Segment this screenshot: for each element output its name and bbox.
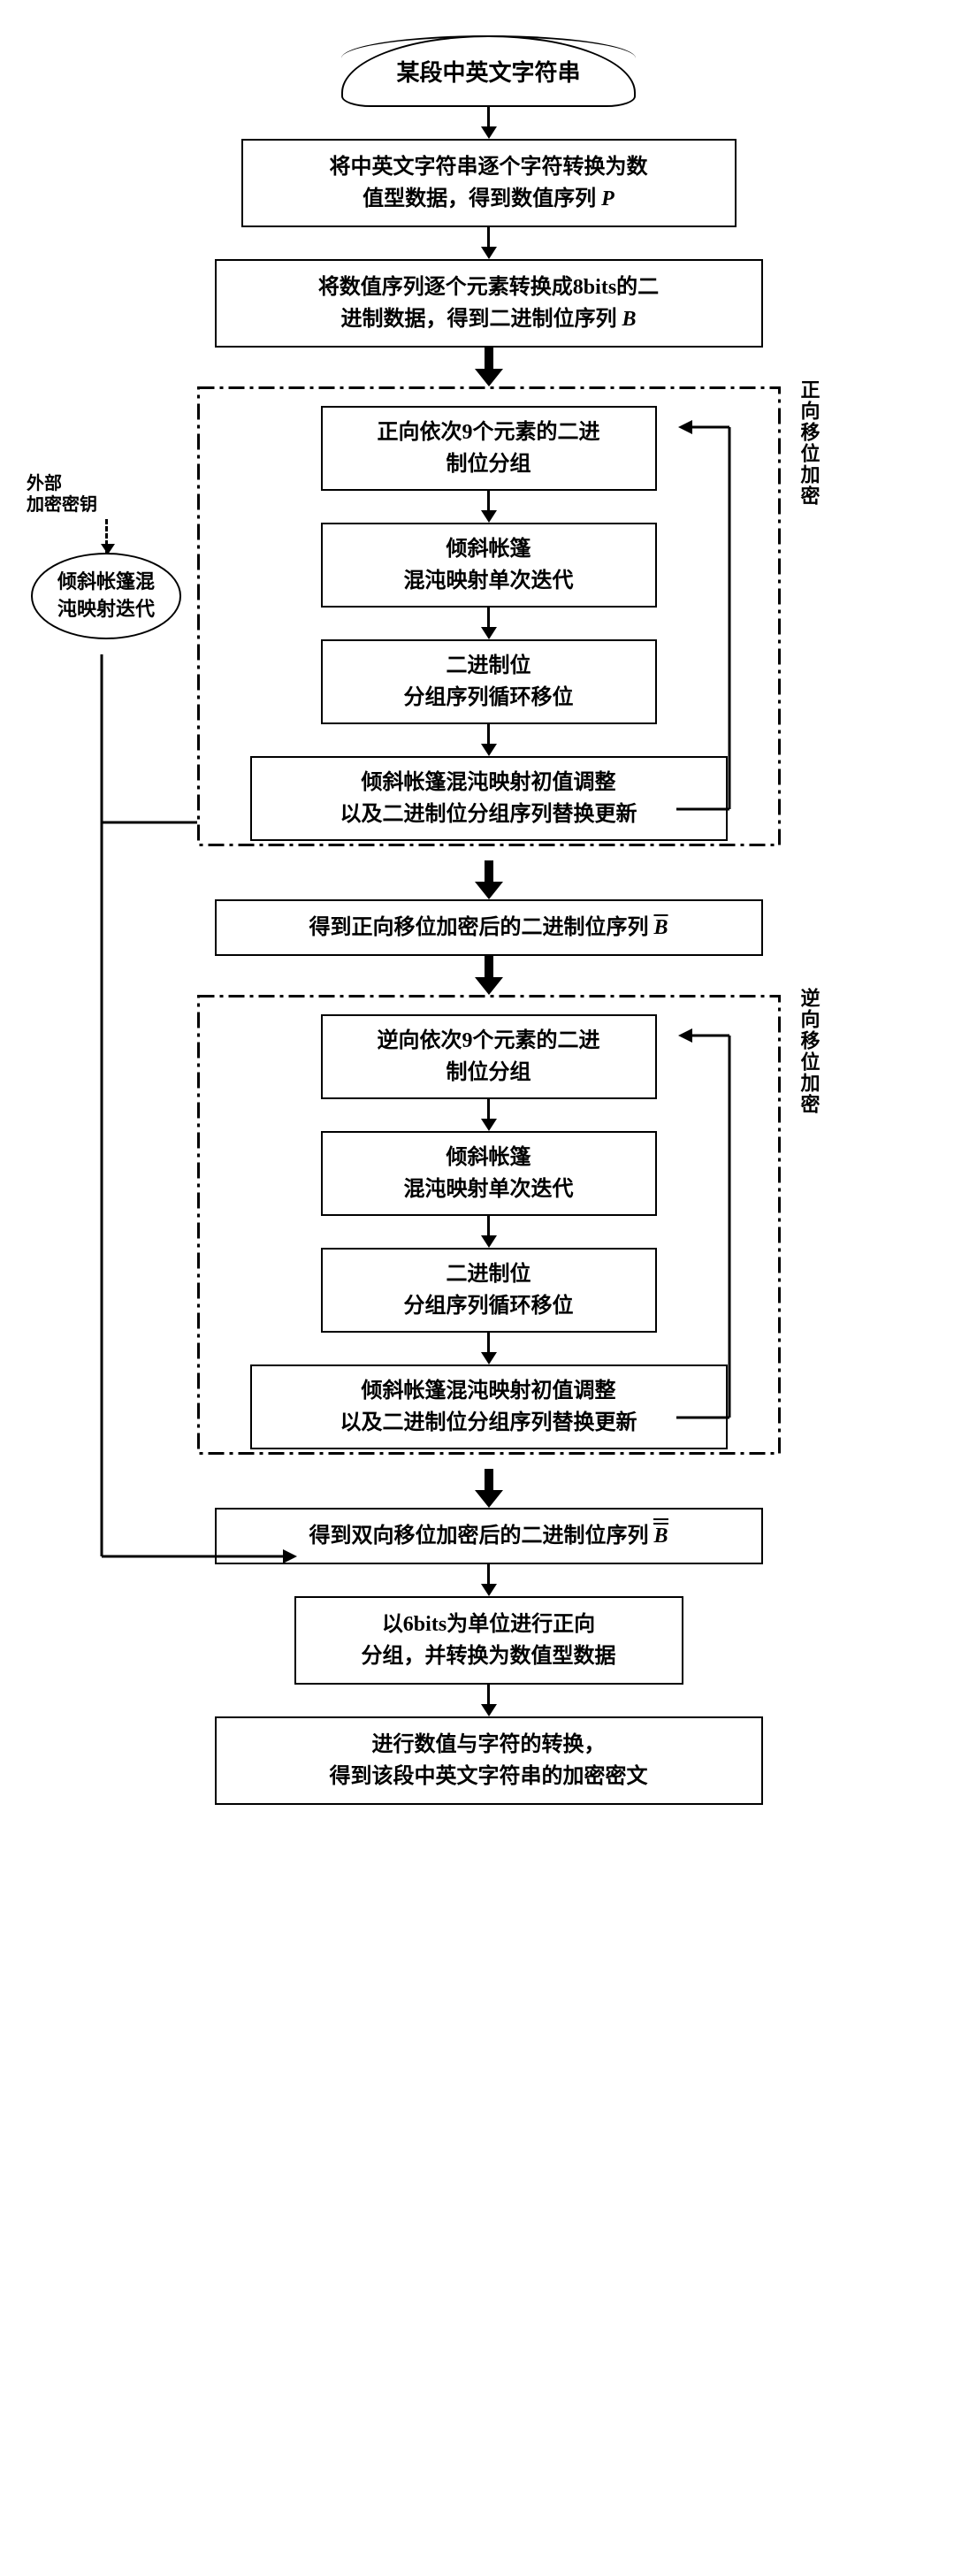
node-forward-result: 得到正向移位加密后的二进制位序列 B [215,899,763,956]
forward-group-label: 正向移位加密 [795,379,823,507]
dashed-arrow-down [105,519,108,553]
forward-shift-group: 正向移位加密 正向依次9个元素的二进 制位分组 倾斜帐篷 混沌映射单次迭代 二进… [197,386,781,860]
node-convert-binary: 将数值序列逐个元素转换成8bits的二 进制数据，得到二进制位序列 B [215,259,763,348]
arrow [481,608,497,639]
thick-arrow [475,348,503,386]
g2-b4: 倾斜帐篷混沌映射初值调整 以及二进制位分组序列替换更新 [250,1364,728,1449]
arrow [481,1333,497,1364]
external-key-label: 外部 加密密钥 [27,473,97,516]
arrow [481,491,497,523]
g1-b2: 倾斜帐篷 混沌映射单次迭代 [321,523,657,608]
g1-b1: 正向依次9个元素的二进 制位分组 [321,406,657,491]
arrow [481,1685,497,1716]
thick-arrow [475,1469,503,1508]
arrow [481,227,497,259]
node-convert-numeric: 将中英文字符串逐个字符转换为数 值型数据，得到数值序列 P [241,139,737,227]
node-6bit-group: 以6bits为单位进行正向 分组，并转换为数值型数据 [294,1596,683,1685]
g2-b3: 二进制位 分组序列循环移位 [321,1248,657,1333]
flowchart-root: 外部 加密密钥 倾斜帐篷混 沌映射迭代 某段中英文字符串 将中英文字符串逐个字符… [0,35,977,1805]
arrow [481,1564,497,1596]
thick-arrow [475,956,503,995]
reverse-shift-group: 逆向移位加密 逆向依次9个元素的二进 制位分组 倾斜帐篷 混沌映射单次迭代 二进… [197,995,781,1469]
arrow [481,107,497,139]
side-key-block: 外部 加密密钥 倾斜帐篷混 沌映射迭代 [27,473,186,639]
node-final-cipher: 进行数值与字符的转换， 得到该段中英文字符串的加密密文 [215,1716,763,1805]
g2-b1: 逆向依次9个元素的二进 制位分组 [321,1014,657,1099]
g1-b3: 二进制位 分组序列循环移位 [321,639,657,724]
start-node: 某段中英文字符串 [341,35,635,107]
chaos-map-oval: 倾斜帐篷混 沌映射迭代 [31,553,181,639]
thick-arrow [475,860,503,899]
arrow [481,1099,497,1131]
arrow [481,1216,497,1248]
reverse-group-label: 逆向移位加密 [795,988,823,1115]
arrow [481,724,497,756]
node-bidirectional-result: 得到双向移位加密后的二进制位序列 B [215,1508,763,1564]
g1-b4: 倾斜帐篷混沌映射初值调整 以及二进制位分组序列替换更新 [250,756,728,841]
g2-b2: 倾斜帐篷 混沌映射单次迭代 [321,1131,657,1216]
